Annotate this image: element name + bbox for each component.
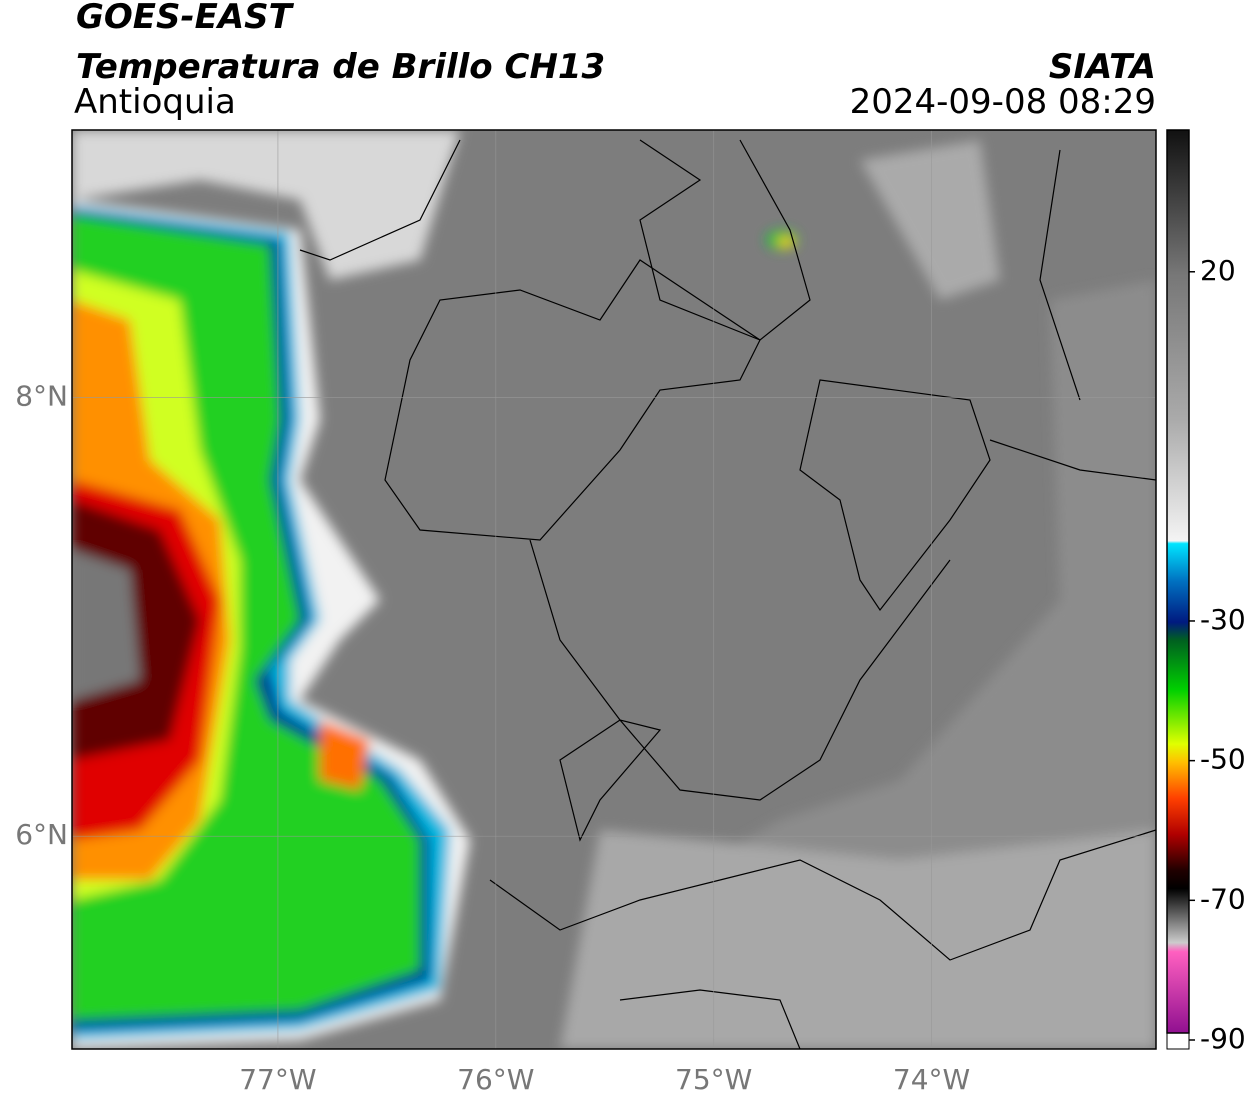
colorbar-tick-label: -90 [1200,1022,1246,1055]
x-tick-label: 76°W [457,1063,534,1096]
colorbar-tick-label: -30 [1200,603,1246,636]
product: Temperatura de Brillo CH13 [76,47,605,87]
colorbar-tick-label: -70 [1200,882,1246,915]
source: SIATA [1049,47,1156,87]
x-tick-label: 75°W [675,1063,752,1096]
satellite-image [72,130,1156,1049]
map-frame [71,129,1157,1050]
timestamp: 2024-09-08 08:29 [850,82,1156,122]
y-tick-label: 6°N [15,818,68,851]
colorbar [1167,130,1189,1033]
y-tick-label: 8°N [15,380,68,413]
x-tick-label: 77°W [239,1063,316,1096]
colorbar-tick-label: -50 [1200,743,1246,776]
x-tick-label: 74°W [893,1063,970,1096]
region: Antioquia [74,82,236,122]
satellite: GOES-EAST [76,0,295,37]
graticule [72,130,1156,1049]
colorbar-frame [1166,129,1190,1034]
colorbar-tick-label: 20 [1200,254,1236,287]
colorbar-under [1166,1032,1190,1050]
